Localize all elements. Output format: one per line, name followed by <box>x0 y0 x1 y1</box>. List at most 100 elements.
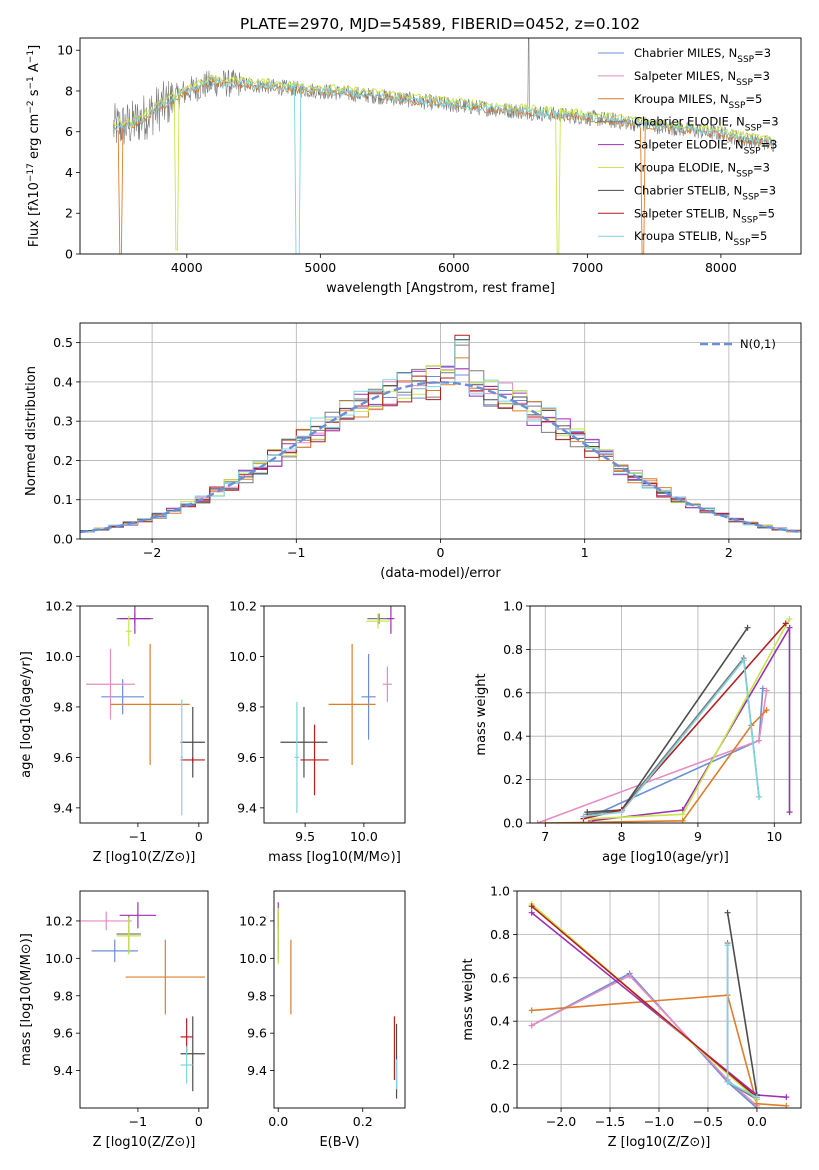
series-marker <box>783 1094 790 1101</box>
y-tick-label: 1.0 <box>503 599 523 614</box>
series-marker <box>584 809 591 816</box>
series-line <box>726 912 758 1096</box>
x-tick-label: 6000 <box>438 260 470 275</box>
series-marker <box>534 820 541 823</box>
x-tick-label: 0.2 <box>353 1114 373 1129</box>
axes-frame <box>273 890 406 1109</box>
legend-label-chabrier-miles: Chabrier MILES, NSSP=3 <box>634 46 771 65</box>
series-marker <box>528 903 535 910</box>
x-axis-label: Z [log10(Z/Z⊙)] <box>608 1135 711 1150</box>
x-tick-label: 5000 <box>304 260 336 275</box>
point-chabrier-stelib <box>280 706 328 778</box>
series-marker <box>528 1022 535 1029</box>
plot-area <box>86 606 205 816</box>
y-tick-label: 0.2 <box>490 1057 510 1072</box>
y-tick-label: 10.2 <box>45 913 73 928</box>
point-chabrier-miles <box>361 653 376 740</box>
y-tick-label: 0 <box>65 247 73 262</box>
series-marker <box>744 624 751 631</box>
series-line <box>583 658 760 818</box>
legend-label-salpeter-miles: Salpeter MILES, NSSP=3 <box>634 69 770 88</box>
y-tick-label: 9.6 <box>53 1026 73 1041</box>
point-kroupa-elodie <box>366 613 390 629</box>
legend-label-salpeter-stelib: Salpeter STELIB, NSSP=5 <box>634 206 775 225</box>
x-tick-label: 0 <box>195 1114 203 1129</box>
point-salpeter-elodie <box>387 606 395 634</box>
x-tick-label: 9.5 <box>295 829 315 844</box>
axes-frame <box>516 890 802 1109</box>
point-salpeter-miles <box>382 666 393 702</box>
point-salpeter-miles <box>86 648 135 720</box>
plot-area <box>80 902 205 1092</box>
series-marker <box>786 809 793 816</box>
series-marker <box>756 793 763 800</box>
y-tick-label: 0.2 <box>503 772 523 787</box>
point-kroupa-elodie <box>116 917 141 955</box>
y-tick-label: 0.2 <box>53 453 73 468</box>
point-kroupa-elodie <box>125 616 132 647</box>
series-marker <box>724 1078 731 1085</box>
x-tick-label: 10 <box>766 829 782 844</box>
y-tick-label: 0.0 <box>503 816 523 831</box>
point-chabrier-stelib <box>180 706 205 778</box>
legend-label-kroupa-stelib: Kroupa STELIB, NSSP=5 <box>634 229 767 248</box>
point-chabrier-miles <box>91 939 138 963</box>
x-tick-label: 8000 <box>705 260 737 275</box>
series-marker <box>786 624 793 631</box>
normal-distribution-curve <box>80 381 801 534</box>
x-axis-label: mass [log10(M/M⊙)] <box>268 850 401 865</box>
y-tick-label: 0.8 <box>503 642 523 657</box>
series-marker <box>679 811 686 818</box>
point-salpeter-stelib <box>300 724 329 796</box>
y-tick-label: 9.4 <box>237 800 257 815</box>
x-tick-label: −2 <box>143 545 161 560</box>
axes-frame <box>79 322 802 540</box>
x-axis-label: (data-model)/error <box>380 566 501 581</box>
y-tick-label: 9.6 <box>53 750 73 765</box>
series-kroupa-stelib <box>724 942 760 1101</box>
plot-area <box>280 606 395 813</box>
y-tick-label: 10.2 <box>239 913 267 928</box>
y-tick-label: 0.4 <box>490 1014 510 1029</box>
point-salpeter-miles <box>80 911 132 931</box>
x-tick-label: 8 <box>618 829 626 844</box>
point-kroupa-stelib <box>180 1046 193 1084</box>
x-tick-label: 0 <box>437 545 445 560</box>
x-tick-label: 2 <box>725 545 733 560</box>
x-tick-label: −1.0 <box>644 1114 674 1129</box>
x-tick-label: 7 <box>541 829 549 844</box>
y-tick-label: 0.0 <box>53 532 73 547</box>
series-marker <box>528 1007 535 1014</box>
legend-label-chabrier-stelib: Chabrier STELIB, NSSP=3 <box>634 183 776 202</box>
y-tick-label: 9.6 <box>247 1026 267 1041</box>
series-marker <box>724 909 731 916</box>
series-marker <box>724 942 731 949</box>
series-salpeter-miles <box>534 687 770 823</box>
spectrum-legend: Chabrier MILES, NSSP=3 Salpeter MILES, NS… <box>598 46 779 248</box>
y-tick-label: 9.4 <box>53 800 73 815</box>
axes-frame <box>79 890 209 1109</box>
series-marker <box>580 813 587 820</box>
point-chabrier-miles <box>101 679 144 715</box>
axes-frame <box>79 37 802 255</box>
x-axis-label: wavelength [Angstrom, rest frame] <box>326 281 555 296</box>
y-tick-label: 0.6 <box>503 685 523 700</box>
series-line <box>545 709 768 823</box>
chart-mass_vs_ebv: 0.0 0.2 9.4 9.6 9.8 10.0 10.2 E(B-V) <box>239 890 406 1150</box>
y-axis-label: Normed distribution <box>24 366 39 496</box>
y-tick-label: 0.4 <box>503 729 523 744</box>
x-tick-label: 9 <box>694 829 702 844</box>
x-tick-label: −1 <box>129 1114 147 1129</box>
x-tick-label: −1.5 <box>595 1114 625 1129</box>
model-line-kroupa-elodie <box>112 74 774 254</box>
y-tick-label: 9.8 <box>53 988 73 1003</box>
x-axis-label: Z [log10(Z/Z⊙)] <box>93 850 196 865</box>
legend-label-kroupa-elodie: Kroupa ELODIE, NSSP=3 <box>634 161 770 180</box>
y-tick-label: 4 <box>65 165 73 180</box>
chart-residuals: −2 −1 0 1 2 0.0 0.1 0.2 0.3 0.4 0.5 (data-model)/er… <box>24 322 802 581</box>
x-axis-label: age [log10(age/yr)] <box>602 850 729 865</box>
x-tick-label: −0.5 <box>693 1114 723 1129</box>
chart-age_vs_mass: 9.5 10.0 9.4 9.6 9.8 10.0 10.2 mass [log10(M/M⊙… <box>229 599 406 865</box>
y-tick-label: 9.4 <box>247 1063 267 1078</box>
